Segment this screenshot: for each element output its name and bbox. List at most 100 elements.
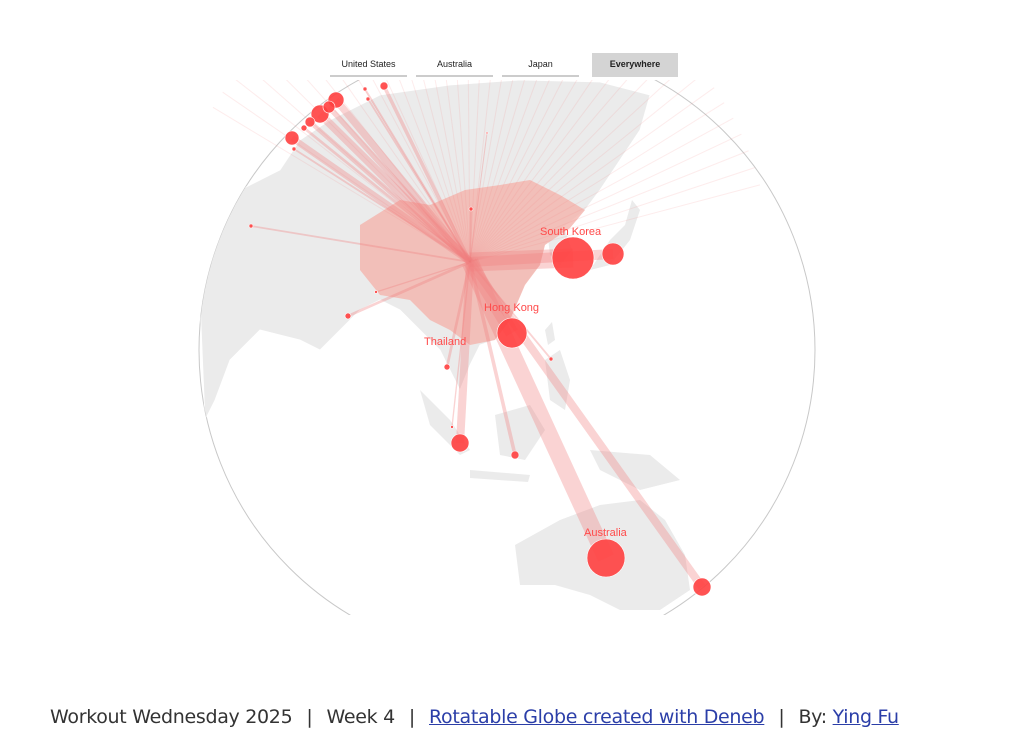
label-australia: Australia: [584, 527, 628, 539]
flow-line: [469, 80, 564, 263]
bubble[interactable]: [362, 86, 368, 92]
bubble[interactable]: [485, 131, 489, 135]
flow-line: [445, 80, 471, 263]
by-label: By:: [798, 706, 827, 728]
bubble[interactable]: [300, 124, 308, 132]
flow-line: [285, 80, 471, 263]
flow-line: [469, 80, 628, 263]
flow-line: [469, 167, 755, 263]
globe-map[interactable]: South Korea Hong Kong Thailand Australia: [0, 0, 1024, 690]
footer-week: Week 4: [326, 706, 396, 728]
flow-line: [290, 135, 472, 265]
flow-line: [222, 91, 471, 263]
flow-line: [469, 80, 550, 263]
bubble[interactable]: [248, 223, 254, 229]
flow-line: [469, 80, 610, 263]
bubble[interactable]: [379, 81, 389, 91]
bubble[interactable]: [601, 242, 625, 266]
flow-line: [434, 80, 471, 263]
region-tabs: United States Australia Japan Everywhere: [330, 53, 678, 77]
flow-line: [293, 148, 471, 263]
land-china-highlight: [360, 180, 585, 345]
bubble[interactable]: [510, 450, 520, 460]
flow-line: [317, 111, 473, 265]
flow-line: [235, 80, 471, 263]
flow-line: [469, 133, 742, 263]
flow-line: [375, 261, 471, 293]
bubble[interactable]: [322, 100, 336, 114]
flow-line: [455, 261, 475, 444]
land-new-guinea: [590, 450, 680, 490]
flow-line: [469, 261, 552, 360]
bubble[interactable]: [450, 425, 454, 429]
tab-australia[interactable]: Australia: [416, 53, 493, 77]
bubble[interactable]: [450, 433, 470, 453]
flow-line: [469, 132, 488, 263]
tab-united-states[interactable]: United States: [330, 53, 407, 77]
land-borneo: [495, 405, 545, 460]
bubble[interactable]: [586, 538, 626, 578]
author-link[interactable]: Ying Fu: [832, 706, 899, 728]
flow-line: [342, 80, 471, 263]
flow-line: [469, 80, 648, 263]
bubbles: [248, 81, 712, 597]
flow-line: [308, 120, 472, 264]
flow-line: [364, 88, 471, 263]
flow-line: [411, 80, 471, 263]
flow-line: [367, 98, 471, 263]
flow-line: [469, 80, 578, 263]
land-java: [470, 470, 530, 482]
flow-line: [399, 80, 471, 263]
bubble[interactable]: [551, 236, 595, 280]
flow-line: [469, 80, 480, 263]
flow-line: [382, 85, 472, 263]
label-thailand: Thailand: [424, 336, 466, 348]
flow-line: [262, 80, 471, 263]
flow-line: [250, 225, 471, 263]
label-south-korea: South Korea: [540, 226, 602, 238]
flow-line: [469, 80, 514, 263]
flow-line: [469, 80, 502, 263]
flow-line: [469, 117, 734, 263]
bubble[interactable]: [291, 146, 297, 152]
flow-line: [212, 106, 471, 263]
flow-line: [333, 97, 473, 265]
flow-line: [325, 80, 471, 263]
flow-line: [466, 259, 706, 590]
flow-line: [456, 80, 471, 263]
flow-line: [347, 260, 471, 318]
flow-line: [327, 105, 472, 264]
flow-lines: [212, 80, 761, 590]
land-taiwan: [545, 322, 555, 345]
bubble[interactable]: [548, 356, 554, 362]
flow-line: [423, 80, 471, 263]
flow-line: [468, 261, 517, 456]
bubble[interactable]: [374, 290, 378, 294]
flow-line: [462, 258, 614, 562]
flow-line: [469, 80, 525, 263]
bubble[interactable]: [304, 116, 316, 128]
flow-line: [469, 80, 593, 263]
deneb-link[interactable]: Rotatable Globe created with Deneb: [429, 706, 765, 728]
flow-line: [469, 80, 491, 263]
tab-everywhere[interactable]: Everywhere: [592, 53, 678, 77]
bubble[interactable]: [692, 577, 712, 597]
footer: Workout Wednesday 2025 | Week 4 | Rotatable …: [50, 706, 899, 728]
bubble[interactable]: [496, 317, 528, 349]
bubble[interactable]: [365, 96, 371, 102]
flow-line: [467, 80, 471, 263]
bubble[interactable]: [344, 312, 352, 320]
flow-line: [469, 102, 725, 263]
flow-line: [469, 80, 538, 263]
label-hong-kong: Hong Kong: [484, 302, 539, 314]
footer-title: Workout Wednesday 2025: [50, 706, 293, 728]
flow-line: [469, 87, 715, 263]
bubble[interactable]: [443, 363, 451, 371]
flow-line: [386, 80, 471, 263]
bubble[interactable]: [284, 130, 300, 146]
tab-japan[interactable]: Japan: [502, 53, 579, 77]
bubble[interactable]: [468, 206, 474, 212]
flow-line: [469, 150, 749, 263]
land-philippines: [545, 350, 570, 410]
flow-line: [469, 80, 696, 263]
